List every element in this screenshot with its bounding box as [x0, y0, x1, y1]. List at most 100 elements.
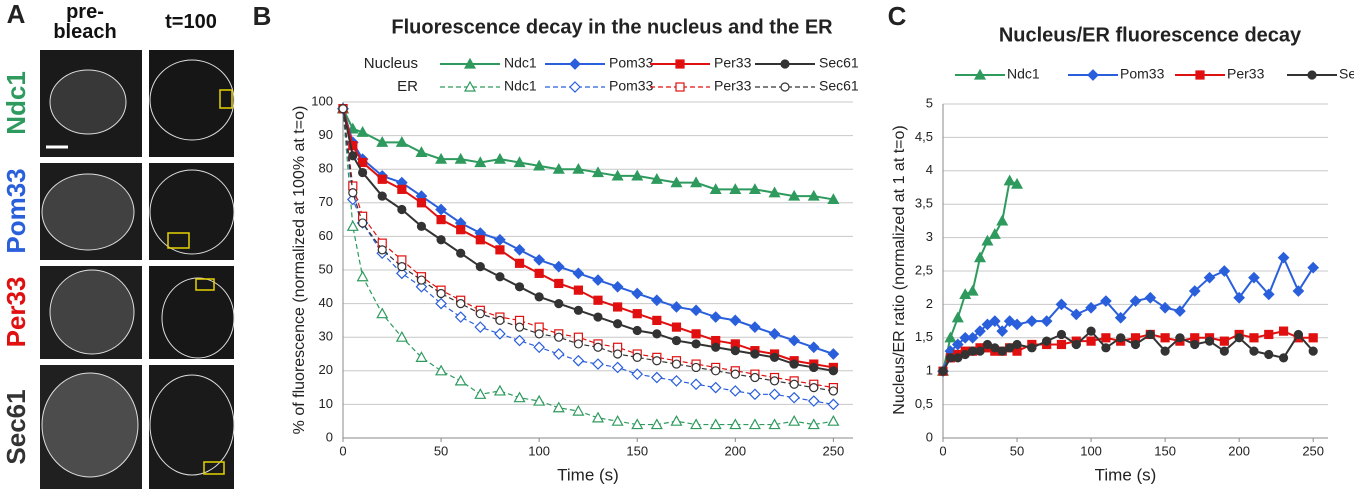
marker	[650, 371, 663, 384]
marker	[690, 176, 703, 188]
marker	[828, 386, 838, 396]
marker	[454, 374, 467, 386]
marker	[768, 327, 781, 340]
marker	[534, 268, 544, 278]
marker	[573, 339, 583, 349]
marker	[493, 152, 506, 164]
marker	[415, 146, 428, 157]
marker	[827, 348, 840, 360]
marker	[788, 189, 801, 201]
marker	[632, 309, 642, 319]
marker	[593, 312, 603, 322]
series-line	[342, 108, 834, 392]
row-label: Pom33	[1, 168, 31, 253]
marker	[534, 292, 544, 302]
marker	[395, 330, 408, 342]
marker	[1042, 336, 1052, 346]
marker	[780, 82, 790, 92]
marker	[592, 358, 604, 370]
outline	[161, 277, 235, 359]
marker	[493, 384, 506, 396]
y-tick-label: 30	[319, 329, 333, 344]
marker	[356, 270, 369, 282]
legend-label: Per33	[1227, 66, 1265, 82]
marker	[960, 349, 970, 360]
marker	[945, 353, 956, 363]
marker	[554, 299, 564, 309]
marker	[494, 233, 506, 246]
x-tick-label: 100	[1080, 443, 1102, 458]
marker	[997, 346, 1007, 356]
marker	[973, 68, 987, 80]
y-tick-label: 0,5	[915, 396, 933, 411]
marker	[780, 59, 790, 69]
panel-label: A	[7, 0, 26, 29]
marker	[729, 418, 742, 430]
marker	[358, 218, 368, 228]
marker	[748, 418, 761, 430]
x-tick-label: 150	[1154, 443, 1176, 458]
legend-group-label: Nucleus	[364, 55, 418, 72]
y-tick-label: 2,5	[915, 262, 933, 277]
x-axis-label: Time (s)	[1095, 465, 1157, 484]
marker	[495, 315, 505, 325]
marker	[788, 414, 801, 426]
marker	[416, 198, 427, 208]
marker	[338, 104, 348, 114]
marker	[613, 349, 623, 359]
legend-label: Pom33	[609, 78, 654, 94]
marker	[709, 418, 722, 430]
y-tick-label: 90	[319, 127, 333, 142]
marker	[729, 385, 742, 397]
marker	[690, 418, 703, 430]
marker	[789, 379, 799, 389]
marker	[650, 294, 663, 307]
marker	[435, 203, 447, 216]
legend-label: Pom33	[1120, 66, 1165, 82]
y-tick-label: 1	[926, 363, 933, 378]
marker	[1145, 329, 1155, 340]
marker	[711, 366, 721, 376]
marker	[1218, 265, 1231, 277]
y-tick-label: 0	[926, 429, 933, 444]
y-tick-label: 20	[319, 362, 333, 377]
y-tick-label: 0	[326, 429, 333, 444]
y-tick-label: 4	[926, 162, 933, 177]
marker	[631, 169, 644, 181]
marker	[397, 262, 407, 272]
marker	[475, 309, 485, 319]
marker	[454, 311, 467, 323]
marker	[671, 359, 682, 369]
x-tick-label: 0	[939, 443, 946, 458]
marker	[729, 314, 742, 327]
marker	[670, 375, 683, 387]
marker	[346, 220, 359, 231]
marker	[632, 352, 642, 362]
marker	[749, 388, 761, 401]
marker	[348, 141, 358, 151]
marker	[1086, 336, 1096, 346]
marker	[768, 388, 781, 401]
marker	[749, 321, 761, 333]
marker	[613, 302, 623, 312]
marker	[572, 404, 585, 416]
marker	[533, 159, 546, 171]
marker	[416, 221, 427, 231]
marker	[1203, 271, 1216, 284]
marker	[1087, 69, 1099, 81]
marker	[377, 245, 387, 255]
marker	[631, 418, 644, 430]
marker	[611, 169, 624, 181]
plot: B Fluorescence decay in the nucleus and t…	[253, 1, 859, 485]
image	[149, 365, 234, 489]
marker	[572, 354, 585, 367]
marker	[974, 325, 986, 337]
marker	[554, 278, 564, 289]
marker	[988, 228, 1001, 239]
marker	[436, 288, 446, 299]
marker	[1011, 177, 1024, 189]
marker	[415, 280, 428, 293]
marker	[533, 254, 546, 266]
y-tick-label: 3	[926, 229, 933, 244]
